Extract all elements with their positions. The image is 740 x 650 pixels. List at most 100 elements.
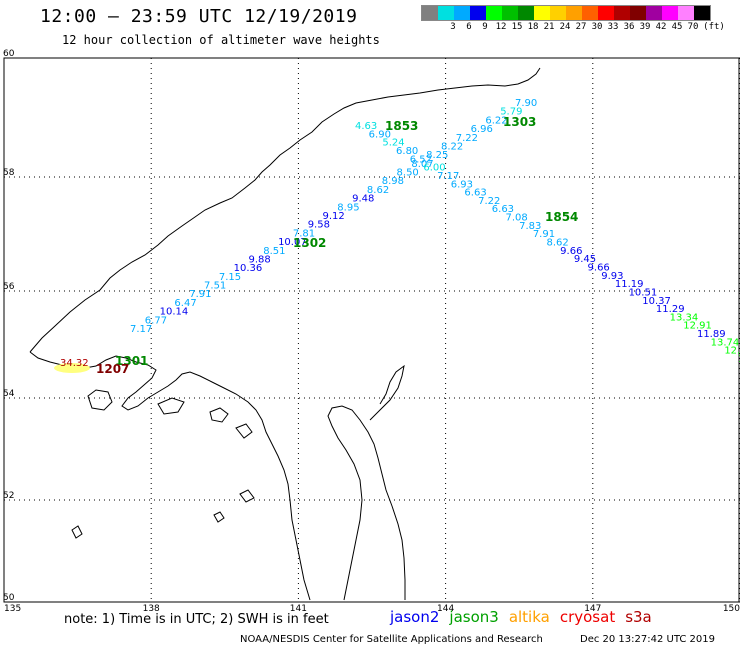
swh-value-label: 6.00: [423, 163, 445, 174]
swh-value-label: 10.14: [160, 307, 189, 318]
swh-value-label: 9.66: [588, 262, 610, 273]
legend-tick-label: 27: [575, 22, 587, 32]
swh-value-label: 13.34: [670, 312, 699, 323]
swh-value-label: 6.90: [369, 129, 391, 140]
swh-value-label: 9.88: [248, 254, 270, 265]
legend-swatch: [598, 6, 614, 20]
satellite-name-cryosat: cryosat: [559, 608, 616, 626]
island-7: [71, 525, 83, 539]
swh-value-label: 7.91: [189, 289, 211, 300]
swh-value-label: 8.51: [263, 246, 285, 257]
swh-value-label: 10.07: [278, 237, 307, 248]
swh-value-label: 7.91: [533, 229, 555, 240]
swh-value-label: 8.98: [382, 176, 404, 187]
swh-value-label: 6.22: [485, 115, 507, 126]
swh-value-label: 7.17: [437, 171, 459, 182]
swh-value-label: 7.81: [293, 228, 315, 239]
lat-tick-label: 52: [3, 491, 14, 501]
lon-tick-label: 138: [143, 604, 160, 614]
swh-value-label: 6.63: [492, 204, 514, 215]
legend-swatch: [534, 6, 550, 20]
satellite-name-altika: altika: [508, 608, 550, 626]
legend-tick-label: 42: [655, 22, 667, 32]
swh-value-label: 8.95: [337, 202, 359, 213]
satellite-legend: jason2 jason3 altika cryosat s3a: [390, 608, 662, 626]
island-5: [239, 489, 255, 503]
legend-tick-label: 39: [639, 22, 651, 32]
swh-value-label: 7.15: [219, 272, 241, 283]
lat-tick-label: 54: [3, 389, 15, 399]
swh-value-label: 4.63: [355, 121, 377, 132]
swh-value-label: 12.91: [683, 321, 712, 332]
swh-value-label: 6.96: [471, 124, 493, 135]
legend-tick-label: 6: [466, 22, 472, 32]
legend-swatch: [470, 6, 486, 20]
north-coast: [29, 67, 541, 353]
pass-time-label: 1854: [545, 210, 578, 224]
pass-time-label: 1853: [385, 119, 418, 133]
footer-credit: NOAA/NESDIS Center for Satellite Applica…: [240, 634, 543, 645]
lat-tick-label: 50: [3, 593, 15, 603]
legend-swatch: [518, 6, 534, 20]
island-1: [87, 389, 113, 411]
lon-tick-label: 150: [723, 604, 740, 614]
legend-swatch: [678, 6, 694, 20]
swh-value-label: 8.22: [441, 141, 463, 152]
swh-value-label: 6.77: [145, 315, 167, 326]
legend-swatch: [694, 6, 710, 20]
swh-value-label: 34.32: [60, 358, 89, 369]
satellite-name-jason2: jason2: [390, 608, 440, 626]
swh-value-label: 12.: [738, 354, 740, 365]
legend-tick-label: 30: [591, 22, 603, 32]
legend-tick-label: 3: [450, 22, 456, 32]
swh-value-label: 7.17: [130, 324, 152, 335]
lon-tick-label: 135: [4, 604, 21, 614]
swh-value-label: 8.07: [411, 159, 433, 170]
lat-tick-label: 58: [3, 168, 15, 178]
lat-tick-label: 56: [3, 282, 15, 292]
swh-value-label: 12.34: [724, 346, 740, 357]
swh-value-label: 7.08: [505, 213, 527, 224]
swh-value-label: 7.22: [478, 196, 500, 207]
swh-value-label: 9.58: [308, 220, 330, 231]
legend-swatch: [454, 6, 470, 20]
pass-time-label: 1207: [96, 362, 129, 376]
pass-time-label: 1303: [503, 115, 536, 129]
legend-unit: (ft): [703, 22, 725, 32]
island-4: [157, 397, 185, 415]
legend-swatch: [502, 6, 518, 20]
satellite-name-s3a: s3a: [625, 608, 652, 626]
legend-swatch: [646, 6, 662, 20]
legend-tick-label: 12: [495, 22, 507, 32]
satellite-name-jason3: jason3: [449, 608, 499, 626]
swh-value-label: 10.37: [642, 296, 671, 307]
swh-value-label: 6.52: [410, 154, 432, 165]
legend-swatch: [486, 6, 502, 20]
legend-tick-label: 24: [559, 22, 571, 32]
swh-value-label: 6.47: [174, 298, 196, 309]
swh-value-label: 10.51: [629, 287, 658, 298]
legend-swatch: [582, 6, 598, 20]
plot-frame: [3, 57, 740, 603]
legend-tick-label: 36: [623, 22, 635, 32]
lon-tick-label: 144: [437, 604, 454, 614]
map-title: 12:00 – 23:59 UTC 12/19/2019: [40, 6, 358, 27]
coastline: [29, 67, 541, 601]
swh-value-label: 7.51: [204, 281, 226, 292]
legend-tick-label: 21: [543, 22, 555, 32]
legend-tick-label: 45: [671, 22, 683, 32]
swh-value-label: 6.93: [451, 179, 473, 190]
legend-swatch: [438, 6, 454, 20]
color-scale-legend: [421, 5, 711, 21]
kamchatka-coast: [369, 364, 405, 421]
swh-value-label: 5.24: [382, 138, 404, 149]
wave-height-labels: 7.176.7710.146.477.917.517.1510.369.888.…: [60, 98, 740, 376]
swh-value-label: 9.66: [560, 246, 582, 257]
footer-note: note: 1) Time is in UTC; 2) SWH is in fe…: [64, 612, 329, 627]
island-6: [213, 511, 225, 523]
legend-swatch: [550, 6, 566, 20]
footer-timestamp: Dec 20 13:27:42 UTC 2019: [580, 634, 715, 645]
swh-value-label: 8.25: [426, 150, 448, 161]
swh-value-label: 8.62: [547, 238, 569, 249]
swh-value-label: 7.90: [515, 98, 537, 109]
